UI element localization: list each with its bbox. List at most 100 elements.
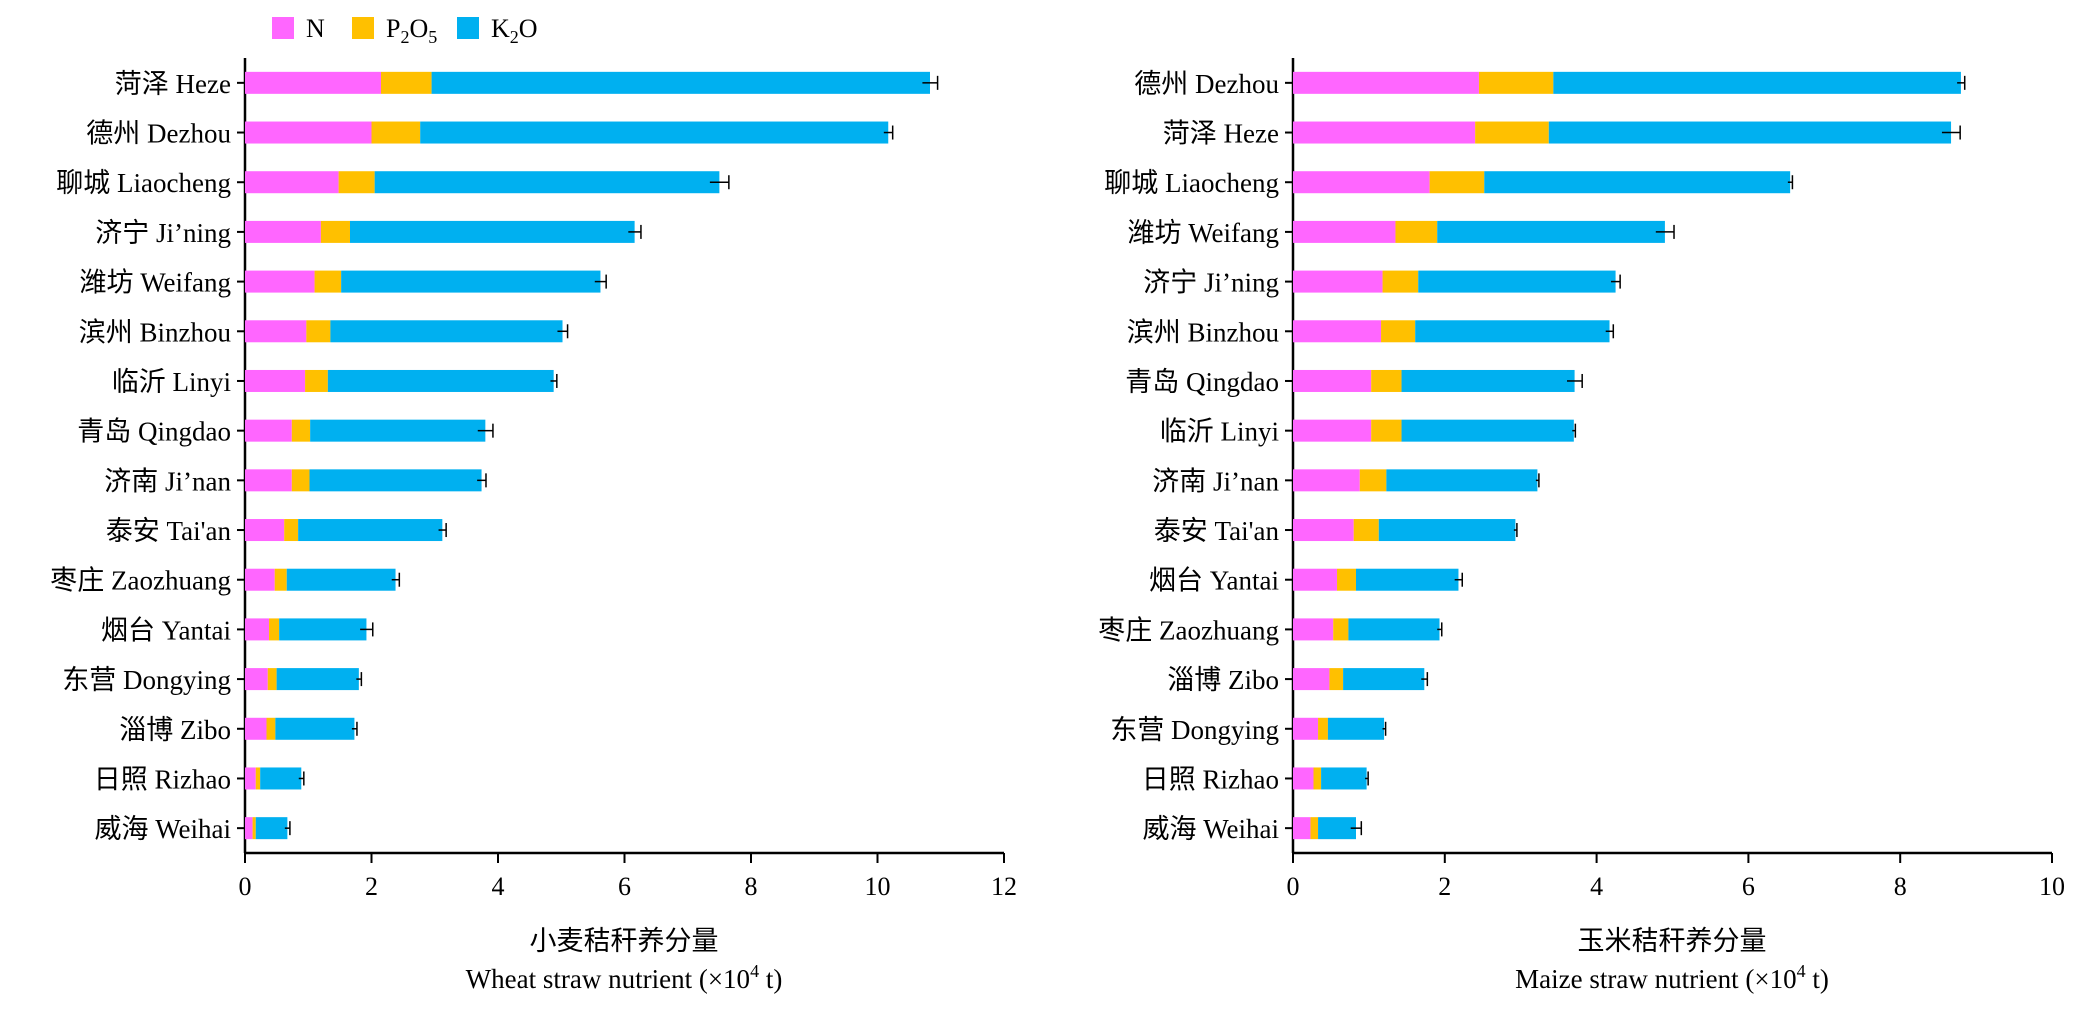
- bar-segment-n: [245, 767, 256, 790]
- bar-segment-k2o: [1437, 220, 1665, 243]
- x-tick-label: 10: [2039, 872, 2065, 901]
- bar-segment-k2o: [1318, 817, 1356, 840]
- error-bar: [351, 721, 358, 736]
- x-tick-label: 10: [865, 872, 891, 901]
- chart-legend: N P2O5 K2O: [272, 14, 538, 47]
- error-bar: [1605, 324, 1615, 339]
- category-label: 青岛 Qingdao: [77, 417, 231, 447]
- bar-segment-k2o: [286, 568, 396, 591]
- category-label: 聊城 Liaocheng: [1104, 168, 1279, 198]
- bar-segment-k2o: [1418, 270, 1616, 293]
- bar-segment-k2o: [420, 121, 889, 144]
- bar-segment-k2o: [1327, 717, 1385, 740]
- category-label: 东营 Dongying: [62, 665, 231, 695]
- bar-segment-n: [245, 121, 372, 144]
- x-tick-label: 0: [1287, 872, 1300, 901]
- x-tick-label: 0: [239, 872, 252, 901]
- error-bar: [1957, 75, 1966, 90]
- legend-swatch-p2o5: [352, 17, 374, 39]
- bar-segment-p2o5: [314, 270, 342, 293]
- x-tick-label: 12: [991, 872, 1017, 901]
- bar-segment-n: [245, 717, 267, 740]
- bar-segment-n: [1293, 767, 1314, 790]
- bar-segment-n: [245, 320, 307, 343]
- bar-segment-p2o5: [1310, 817, 1319, 840]
- category-label: 菏泽 Heze: [115, 69, 231, 99]
- bar-segment-k2o: [1553, 71, 1961, 94]
- wheat-chart: 0 2 4 6 8 10 12 菏泽 Heze 德州 Dezhou 聊城 Liaocheng 济宁 …: [50, 58, 1017, 994]
- category-label: 日照 Rizhao: [94, 764, 231, 794]
- legend-swatch-n: [272, 17, 294, 39]
- bar-segment-k2o: [1343, 668, 1425, 691]
- error-bar: [709, 175, 730, 190]
- bar-segment-p2o5: [380, 71, 432, 94]
- bar-segment-n: [245, 519, 285, 542]
- bar-segment-n: [245, 71, 381, 94]
- bar-segment-k2o: [1378, 519, 1516, 542]
- bar-segment-k2o: [260, 767, 302, 790]
- bar-segment-p2o5: [320, 220, 350, 243]
- category-label: 德州 Dezhou: [1134, 69, 1279, 99]
- bar-segment-k2o: [276, 668, 359, 691]
- bar-segment-k2o: [349, 220, 635, 243]
- bar-segment-p2o5: [1371, 419, 1402, 442]
- error-bar: [356, 672, 363, 687]
- x-tick-label: 8: [745, 872, 758, 901]
- category-label: 滨州 Binzhou: [79, 317, 232, 347]
- bar-segment-n: [1293, 220, 1396, 243]
- bar-segment-p2o5: [255, 767, 261, 790]
- category-label: 济南 Ji’nan: [1152, 466, 1279, 496]
- category-label: 济宁 Ji’ning: [1143, 268, 1279, 298]
- error-bar: [1611, 274, 1621, 289]
- bar-segment-p2o5: [266, 717, 276, 740]
- bar-segment-k2o: [298, 519, 443, 542]
- error-bar: [628, 224, 642, 239]
- bar-segment-n: [245, 369, 306, 392]
- bar-segment-k2o: [330, 320, 563, 343]
- bar-segment-p2o5: [291, 419, 311, 442]
- category-label: 潍坊 Weifang: [1127, 218, 1279, 248]
- x-tick-label: 6: [1742, 872, 1755, 901]
- error-bar: [360, 622, 374, 637]
- bar-segment-k2o: [341, 270, 601, 293]
- bar-segment-n: [1293, 121, 1476, 144]
- bar-segment-n: [1293, 717, 1319, 740]
- category-label: 烟台 Yantai: [101, 615, 231, 645]
- category-label: 济南 Ji’nan: [104, 466, 231, 496]
- x-axis-title-en: Wheat straw nutrient (×104 t): [466, 961, 783, 994]
- error-bar: [594, 274, 607, 289]
- bar-segment-p2o5: [1395, 220, 1438, 243]
- error-bar: [1655, 224, 1675, 239]
- category-label: 枣庄 Zaozhuang: [1098, 615, 1279, 645]
- bar-segment-n: [245, 270, 315, 293]
- category-label: 临沂 Linyi: [112, 367, 231, 397]
- x-tick-label: 2: [1438, 872, 1451, 901]
- bar-segment-p2o5: [1318, 717, 1328, 740]
- category-label: 威海 Weihai: [1142, 814, 1279, 844]
- category-label: 菏泽 Heze: [1163, 119, 1279, 149]
- bar-segment-p2o5: [1475, 121, 1549, 144]
- category-label: 泰安 Tai'an: [1154, 516, 1280, 546]
- x-axis-title-cn: 玉米秸秆养分量: [1578, 926, 1767, 956]
- error-bar: [922, 75, 939, 90]
- bar-segment-k2o: [1355, 568, 1459, 591]
- x-tick-label: 4: [492, 872, 505, 901]
- bar-segment-k2o: [1321, 767, 1367, 790]
- bar-segment-p2o5: [1333, 618, 1349, 641]
- category-label: 临沂 Linyi: [1160, 417, 1279, 447]
- bar-segment-n: [245, 171, 339, 194]
- error-bar: [1350, 821, 1363, 836]
- bar-segment-n: [245, 618, 270, 641]
- error-bar: [1513, 523, 1518, 538]
- bar-segment-n: [245, 668, 268, 691]
- bar-segment-n: [245, 817, 253, 840]
- error-bar: [1566, 373, 1583, 388]
- category-label: 淄博 Zibo: [1167, 665, 1279, 695]
- bar-segment-n: [1293, 171, 1430, 194]
- legend-label-k2o: K2O: [491, 14, 538, 47]
- bar-segment-k2o: [279, 618, 367, 641]
- error-bar: [1454, 572, 1464, 587]
- bar-segment-k2o: [1386, 469, 1538, 492]
- x-axis-title-cn: 小麦秸秆养分量: [530, 926, 719, 956]
- bar-segment-n: [245, 568, 275, 591]
